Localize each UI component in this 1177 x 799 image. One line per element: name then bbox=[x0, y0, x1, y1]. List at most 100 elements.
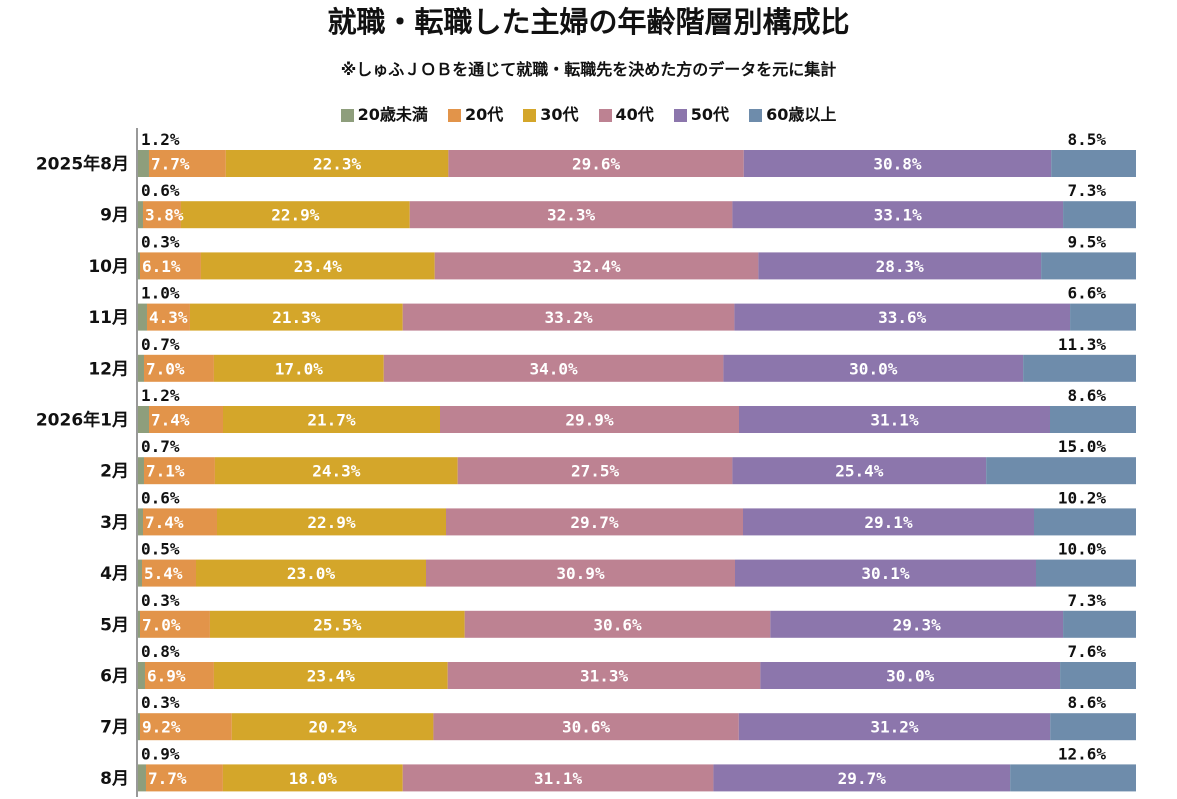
data-label-10-0: 0.8% bbox=[141, 642, 180, 661]
bar-segment-2-1 bbox=[140, 252, 201, 280]
bar-segment-6-0 bbox=[137, 457, 144, 485]
bar-segment-8-0 bbox=[137, 559, 142, 587]
data-label-7-0: 0.6% bbox=[141, 488, 180, 507]
bar-segment-2-3 bbox=[434, 252, 759, 280]
data-label-11-3: 30.6% bbox=[562, 718, 611, 737]
legend-label-5: 60歳以上 bbox=[766, 105, 837, 124]
bar-segment-3-2 bbox=[189, 303, 403, 331]
chart-legend: 20歳未満 20代 30代 40代 50代 60歳以上 bbox=[0, 104, 1177, 126]
legend-item-0: 20歳未満 bbox=[340, 104, 428, 126]
data-label-0-4: 30.8% bbox=[873, 155, 922, 174]
legend-item-5: 60歳以上 bbox=[749, 104, 836, 126]
data-label-0-5: 8.5% bbox=[1067, 130, 1106, 149]
row-label-1: 9月 bbox=[100, 206, 129, 226]
bar-segment-3-4 bbox=[734, 303, 1071, 331]
bar-segment-9-5 bbox=[1063, 610, 1136, 638]
bar-segment-4-3 bbox=[383, 354, 724, 382]
data-label-8-5: 10.0% bbox=[1058, 540, 1107, 559]
row-label-7: 3月 bbox=[100, 513, 129, 533]
bar-segment-3-1 bbox=[146, 303, 190, 331]
data-label-5-1: 7.4% bbox=[151, 411, 190, 430]
bar-segment-12-5 bbox=[1010, 764, 1136, 792]
row-label-4: 12月 bbox=[88, 359, 129, 379]
data-label-2-0: 0.3% bbox=[141, 232, 180, 251]
legend-item-3: 40代 bbox=[598, 104, 654, 126]
row-label-3: 11月 bbox=[88, 308, 129, 328]
bar-segment-3-3 bbox=[402, 303, 735, 331]
bar-segment-7-2 bbox=[217, 508, 446, 536]
data-label-11-1: 9.2% bbox=[142, 718, 181, 737]
bar-segment-4-4 bbox=[723, 354, 1024, 382]
bar-segment-5-5 bbox=[1050, 406, 1136, 433]
bar-segment-0-0 bbox=[137, 150, 149, 177]
bar-segment-10-0 bbox=[137, 662, 145, 689]
data-label-9-3: 30.6% bbox=[593, 615, 642, 634]
data-label-0-3: 29.6% bbox=[572, 155, 621, 174]
row-label-2: 10月 bbox=[88, 257, 129, 277]
data-label-7-3: 29.7% bbox=[570, 513, 619, 532]
data-label-3-4: 33.6% bbox=[878, 308, 927, 327]
data-label-7-2: 22.9% bbox=[307, 513, 356, 532]
bar-segment-0-2 bbox=[225, 150, 449, 177]
data-label-10-4: 30.0% bbox=[886, 667, 935, 686]
bar-segment-8-1 bbox=[142, 559, 196, 587]
data-label-0-1: 7.7% bbox=[151, 155, 190, 174]
legend-item-1: 20代 bbox=[447, 104, 504, 126]
data-label-0-2: 22.3% bbox=[313, 155, 362, 174]
data-label-11-0: 0.3% bbox=[141, 693, 180, 712]
bar-segment-0-3 bbox=[448, 150, 744, 177]
bar-segment-7-5 bbox=[1034, 508, 1136, 536]
legend-swatch-1 bbox=[447, 108, 461, 122]
label-group: 2025年8月 1.2% 7.7% 22.3% 29.6% 30.8% 8.5% 9月 0.6%… bbox=[36, 130, 1107, 789]
data-label-4-3: 34.0% bbox=[529, 359, 578, 378]
bar-segment-4-0 bbox=[137, 354, 144, 382]
bar-segment-10-2 bbox=[213, 662, 448, 689]
bar-segment-6-1 bbox=[143, 457, 215, 485]
data-label-2-3: 32.4% bbox=[572, 257, 621, 276]
data-label-8-2: 23.0% bbox=[287, 564, 336, 583]
data-label-10-2: 23.4% bbox=[307, 667, 356, 686]
bar-segment-6-3 bbox=[457, 457, 733, 485]
data-label-6-5: 15.0% bbox=[1058, 437, 1107, 456]
bar-segment-10-4 bbox=[760, 662, 1061, 689]
bar-segment-10-3 bbox=[447, 662, 761, 689]
legend-swatch-3 bbox=[598, 108, 612, 122]
data-label-12-1: 7.7% bbox=[148, 769, 187, 788]
data-label-3-3: 33.2% bbox=[544, 308, 593, 327]
bar-segment-2-0 bbox=[137, 252, 140, 280]
bar-segment-1-1 bbox=[142, 201, 181, 229]
data-label-3-0: 1.0% bbox=[141, 284, 180, 303]
legend-label-1: 20代 bbox=[464, 105, 504, 124]
data-label-12-4: 29.7% bbox=[838, 769, 887, 788]
data-label-5-0: 1.2% bbox=[141, 386, 180, 405]
bar-segment-8-4 bbox=[735, 559, 1036, 587]
bar-segment-7-1 bbox=[143, 508, 217, 536]
data-label-3-1: 4.3% bbox=[149, 308, 188, 327]
bar-segment-5-2 bbox=[223, 406, 440, 433]
bar-segment-2-4 bbox=[758, 252, 1042, 280]
bar-segment-8-2 bbox=[196, 559, 426, 587]
bar-segment-12-3 bbox=[402, 764, 714, 792]
data-label-8-4: 30.1% bbox=[861, 564, 910, 583]
data-label-11-4: 31.2% bbox=[870, 718, 919, 737]
bar-segment-3-5 bbox=[1070, 303, 1136, 331]
bar-segment-9-0 bbox=[137, 610, 140, 638]
data-label-8-0: 0.5% bbox=[141, 540, 180, 559]
data-label-9-4: 29.3% bbox=[893, 615, 942, 634]
data-label-1-1: 3.8% bbox=[145, 206, 184, 225]
data-label-4-5: 11.3% bbox=[1058, 335, 1107, 354]
data-label-0-0: 1.2% bbox=[141, 130, 180, 149]
chart-subtitle: ※しゅふＪＯＢを通じて就職・転職先を決めた方のデータを元に集計 bbox=[340, 60, 837, 79]
bar-segment-0-4 bbox=[743, 150, 1052, 177]
bar-segment-1-3 bbox=[409, 201, 733, 229]
bar-segment-12-4 bbox=[713, 764, 1011, 792]
bar-segment-11-4 bbox=[738, 713, 1051, 741]
data-label-9-2: 25.5% bbox=[313, 615, 362, 634]
bar-segment-1-2 bbox=[180, 201, 410, 229]
legend-swatch-4 bbox=[673, 108, 687, 122]
data-label-1-3: 32.3% bbox=[547, 206, 596, 225]
row-label-5: 2026年1月 bbox=[36, 410, 129, 431]
data-label-5-5: 8.6% bbox=[1067, 386, 1106, 405]
bar-segment-9-4 bbox=[770, 610, 1064, 638]
legend-item-4: 50代 bbox=[673, 104, 729, 126]
